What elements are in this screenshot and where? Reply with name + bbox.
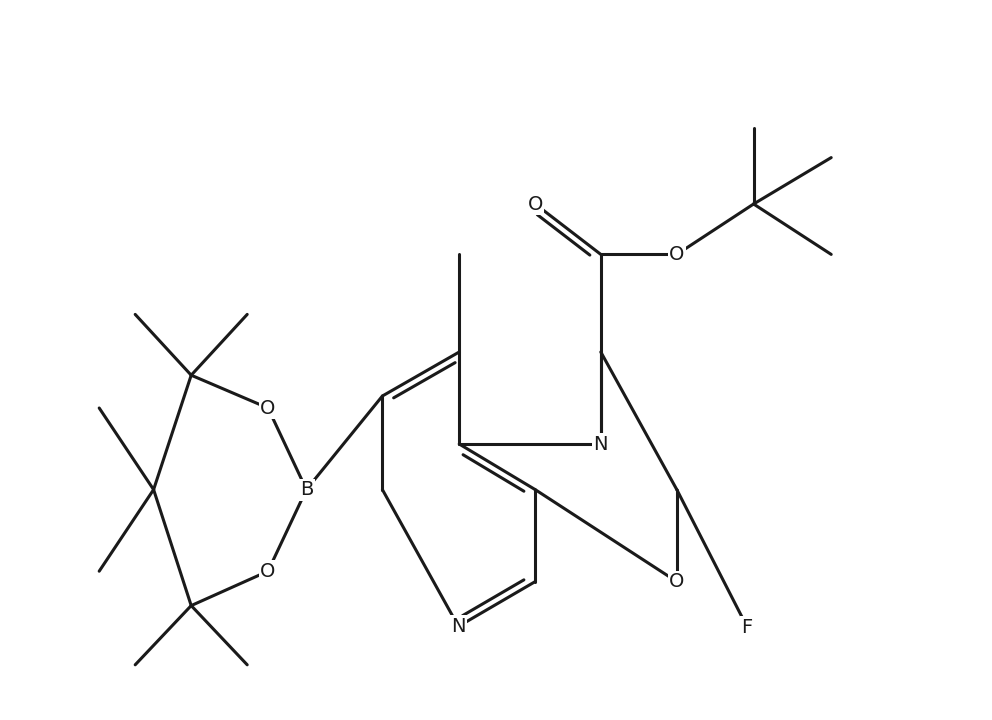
Text: O: O (260, 398, 276, 418)
Text: O: O (260, 562, 276, 581)
Text: O: O (528, 194, 543, 214)
Text: N: N (593, 434, 608, 454)
Text: B: B (300, 480, 313, 499)
Text: O: O (670, 245, 684, 264)
Text: F: F (742, 618, 753, 636)
Text: N: N (451, 617, 465, 636)
Text: O: O (670, 572, 684, 591)
